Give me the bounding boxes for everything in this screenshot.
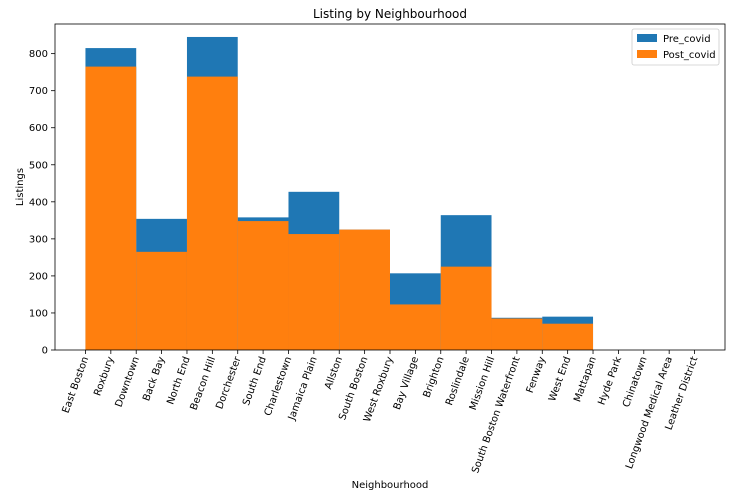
- y-tick-label: 700: [29, 86, 48, 97]
- bar-post-covid-6: [390, 304, 441, 350]
- legend-swatch-0: [637, 34, 657, 42]
- x-tick-label: South End: [241, 355, 269, 407]
- y-axis-label: Listings: [15, 168, 26, 206]
- bar-post-covid-4: [288, 234, 340, 350]
- x-tick-label: Back Bay: [141, 355, 167, 402]
- bar-post-covid-5: [339, 229, 390, 350]
- y-tick-label: 800: [29, 49, 48, 60]
- x-tick-label: Allston: [323, 355, 345, 391]
- y-tick-label: 600: [29, 123, 48, 134]
- x-tick-label: West End: [547, 355, 573, 403]
- x-tick-label: North End: [165, 355, 192, 406]
- x-tick-label: Chinatown: [621, 355, 650, 409]
- y-tick-label: 300: [29, 234, 48, 245]
- x-tick-label: Beacon Hill: [189, 355, 219, 412]
- bar-post-covid-7: [440, 266, 492, 350]
- x-tick-label: Roslindale: [444, 355, 472, 407]
- bar-post-covid-3: [237, 221, 289, 350]
- x-tick-label: Mattapan: [572, 355, 599, 403]
- y-tick-label: 500: [29, 160, 48, 171]
- x-tick-label: Bay Village: [392, 355, 421, 411]
- x-axis-label: Neighbourhood: [352, 480, 429, 491]
- x-tick-label: Dorchester: [214, 354, 243, 410]
- x-tick-label: East Boston: [61, 355, 92, 415]
- x-tick-label: Downtown: [114, 355, 142, 408]
- x-tick-label: Mission Hill: [468, 355, 498, 411]
- bar-post-covid-1: [136, 251, 187, 350]
- x-tick-label: Longwood Medical Area: [624, 355, 675, 470]
- x-tick-label: Hyde Park: [597, 355, 625, 407]
- y-tick-label: 100: [29, 308, 48, 319]
- y-axis: 0 100 200 300 400 500 600 700 800: [29, 49, 55, 357]
- y-tick-label: 200: [29, 271, 48, 282]
- x-tick-label: South Boston Waterfront: [470, 355, 523, 475]
- legend-label-1: Post_covid: [663, 50, 716, 61]
- chart-title: Listing by Neighbourhood: [313, 7, 467, 21]
- bar-post-covid-0: [85, 66, 137, 351]
- y-tick-label: 0: [42, 346, 48, 357]
- legend-swatch-1: [637, 50, 657, 58]
- plot-frame: [54, 23, 726, 351]
- bar-post-covid-8: [491, 318, 543, 350]
- bars-group: [85, 36, 594, 351]
- legend-label-0: Pre_covid: [663, 34, 711, 45]
- x-tick-label: Roxbury: [92, 355, 116, 397]
- y-tick-label: 400: [29, 197, 48, 208]
- bar-post-covid-9: [542, 323, 594, 350]
- bar-post-covid-2: [186, 76, 238, 350]
- x-tick-label: Fenway: [525, 355, 548, 394]
- x-tick-label: Brighton: [422, 355, 447, 399]
- legend: Pre_covid Post_covid: [631, 28, 720, 66]
